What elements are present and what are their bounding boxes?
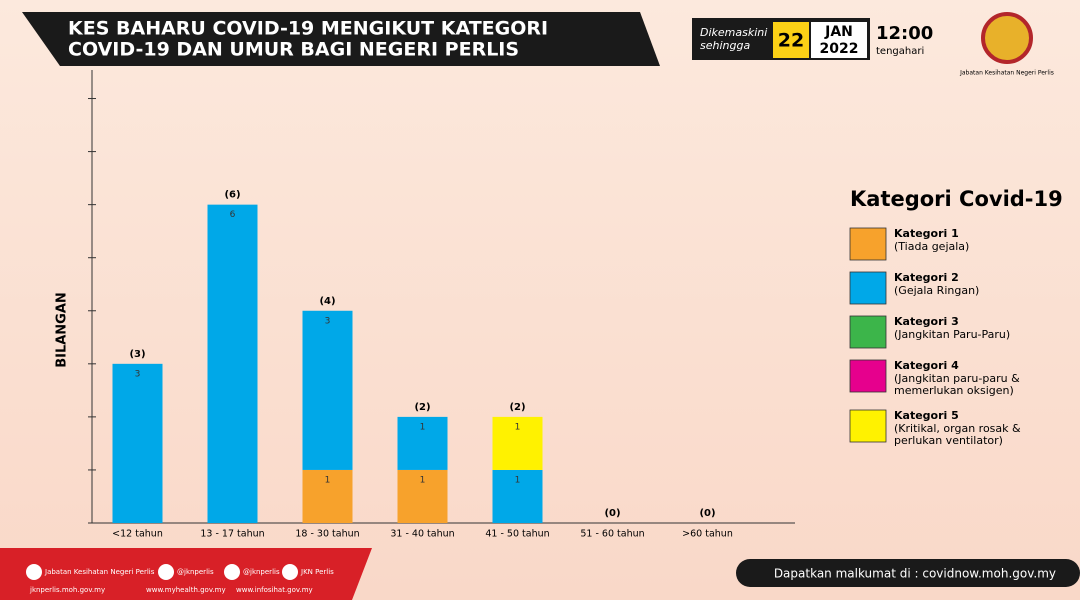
title-line: COVID-19 DAN UMUR BAGI NEGERI PERLIS bbox=[68, 39, 519, 61]
month-box bbox=[811, 22, 867, 58]
updated-label: sehingga bbox=[700, 39, 750, 52]
bar-segment bbox=[302, 469, 353, 523]
legend-description: (Tiada gejala) bbox=[894, 240, 969, 253]
social-handle: Jabatan Kesihatan Negeri Perlis bbox=[44, 568, 155, 576]
x-tick-label: 41 - 50 tahun bbox=[485, 529, 549, 540]
month: JAN bbox=[824, 24, 853, 40]
info-pill bbox=[736, 559, 1080, 587]
social-handle: JKN Perlis bbox=[300, 568, 334, 576]
site: www.myhealth.gov.my bbox=[146, 586, 226, 594]
segment-label: 3 bbox=[135, 369, 141, 379]
legend-description: (Jangkitan Paru-Paru) bbox=[894, 328, 1010, 341]
bar-segment bbox=[397, 469, 448, 523]
legend-name: Kategori 2 bbox=[894, 271, 959, 284]
legend-name: Kategori 1 bbox=[894, 227, 959, 240]
total-label: (2) bbox=[509, 402, 525, 413]
segment-label: 6 bbox=[230, 210, 236, 220]
bar-segment bbox=[207, 204, 258, 523]
bar-segment bbox=[397, 416, 448, 470]
segment-label: 3 bbox=[325, 316, 331, 326]
total-label: (3) bbox=[129, 349, 145, 360]
legend-swatch bbox=[849, 271, 887, 305]
title-banner bbox=[22, 12, 660, 66]
bar-segment bbox=[112, 363, 163, 523]
legend-description: memerlukan oksigen) bbox=[894, 384, 1014, 397]
segment-label: 1 bbox=[515, 422, 521, 432]
bar-segment bbox=[492, 416, 543, 470]
social-handle: @jknperlis bbox=[177, 568, 214, 576]
legend-swatch bbox=[849, 359, 887, 393]
legend-description: (Jangkitan paru-paru & bbox=[894, 372, 1020, 385]
info-text: Dapatkan malkumat di : covidnow.moh.gov.… bbox=[774, 567, 1056, 581]
legend-swatch bbox=[849, 227, 887, 261]
time-note: tengahari bbox=[876, 46, 924, 57]
social-icon bbox=[224, 564, 240, 580]
y-axis-label: BILANGAN bbox=[55, 292, 70, 368]
total-label: (2) bbox=[414, 402, 430, 413]
title-line: KES BAHARU COVID-19 MENGIKUT KATEGORI bbox=[68, 18, 548, 40]
legend-description: (Kritikal, organ rosak & bbox=[894, 422, 1021, 435]
x-tick-label: 51 - 60 tahun bbox=[580, 529, 644, 540]
bar-segment bbox=[492, 469, 543, 523]
x-tick-label: 18 - 30 tahun bbox=[295, 529, 359, 540]
logo-caption: Jabatan Kesihatan Negeri Perlis bbox=[959, 70, 1054, 77]
x-tick-label: >60 tahun bbox=[682, 529, 733, 540]
legend-name: Kategori 3 bbox=[894, 315, 959, 328]
social-icon bbox=[158, 564, 174, 580]
logo bbox=[981, 12, 1033, 64]
bar-segment bbox=[302, 310, 353, 470]
time: 12:00 bbox=[876, 23, 933, 44]
day-box bbox=[773, 22, 809, 58]
day: 22 bbox=[778, 30, 804, 52]
legend-title: Kategori Covid-19 bbox=[850, 187, 1063, 211]
site: www.infosihat.gov.my bbox=[236, 586, 313, 594]
legend-swatch bbox=[849, 409, 887, 443]
site: jknperlis.moh.gov.my bbox=[29, 586, 105, 594]
footer-banner bbox=[0, 548, 372, 600]
social-handle: @jknperlis bbox=[243, 568, 280, 576]
total-label: (4) bbox=[319, 296, 335, 307]
total-label: (0) bbox=[604, 508, 620, 519]
legend-name: Kategori 4 bbox=[894, 359, 959, 372]
updated-label: Dikemaskini bbox=[700, 26, 767, 39]
total-label: (6) bbox=[224, 190, 240, 201]
social-icon bbox=[26, 564, 42, 580]
x-tick-label: 31 - 40 tahun bbox=[390, 529, 454, 540]
segment-label: 1 bbox=[325, 475, 331, 485]
x-tick-label: 13 - 17 tahun bbox=[200, 529, 264, 540]
total-label: (0) bbox=[699, 508, 715, 519]
legend-swatch bbox=[849, 315, 887, 349]
x-tick-label: <12 tahun bbox=[112, 529, 163, 540]
year: 2022 bbox=[820, 41, 859, 57]
social-icon bbox=[282, 564, 298, 580]
legend-name: Kategori 5 bbox=[894, 409, 959, 422]
segment-label: 1 bbox=[420, 475, 426, 485]
legend-description: perlukan ventilator) bbox=[894, 434, 1003, 447]
segment-label: 1 bbox=[515, 475, 521, 485]
legend-description: (Gejala Ringan) bbox=[894, 284, 979, 297]
segment-label: 1 bbox=[420, 422, 426, 432]
